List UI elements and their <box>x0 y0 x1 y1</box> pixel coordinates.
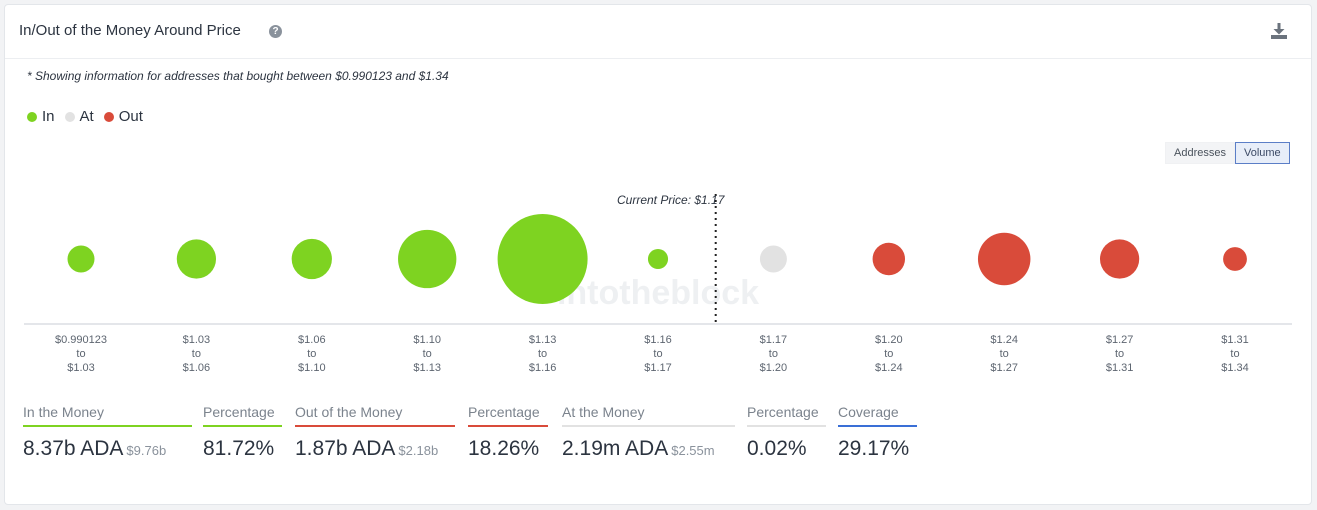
tick-label-to: $1.16 <box>529 362 557 374</box>
stat-in-percentage: Percentage 81.72% <box>203 404 282 461</box>
legend-label-out: Out <box>118 108 143 125</box>
download-icon[interactable] <box>1270 22 1288 40</box>
stat-underline <box>747 425 826 427</box>
range-note: * Showing information for addresses that… <box>27 69 449 83</box>
tick-label-to: $1.24 <box>875 362 903 374</box>
bubble-at <box>759 245 787 273</box>
legend-label-at: At <box>79 108 94 125</box>
tick-label-from: $1.03 <box>183 334 211 346</box>
stat-underline <box>295 425 455 427</box>
stat-at-the-money: At the Money 2.19m ADA $2.55m <box>562 404 735 461</box>
stat-label: Percentage <box>468 404 540 420</box>
tick-label-to-word: to <box>538 348 547 360</box>
legend-dot-at <box>64 111 75 122</box>
tick-label-to: $1.27 <box>990 362 1018 374</box>
tick-label-to: $1.13 <box>413 362 441 374</box>
bubble-in <box>497 214 588 304</box>
bubble-in <box>176 239 217 279</box>
stat-out-of-the-money: Out of the Money 1.87b ADA $2.18b <box>295 404 455 461</box>
tick-label-to: $1.06 <box>183 362 211 374</box>
toggle-addresses-button[interactable]: Addresses <box>1165 142 1235 164</box>
tick-label-from: $1.20 <box>875 334 903 346</box>
question-icon[interactable]: ? <box>269 25 282 38</box>
tick-label-to-word: to <box>1230 348 1239 360</box>
stat-value: 0.02% <box>747 437 807 460</box>
bubble-out <box>1099 239 1140 279</box>
bubble-in <box>647 248 669 270</box>
tick-label-from: $1.10 <box>413 334 441 346</box>
tick-label-to: $1.20 <box>760 362 788 374</box>
stat-label: Percentage <box>203 404 275 420</box>
stat-label: In the Money <box>23 404 104 420</box>
tick-label-to-word: to <box>192 348 201 360</box>
tick-label-to: $1.10 <box>298 362 326 374</box>
stat-label: Out of the Money <box>295 404 403 420</box>
stat-underline <box>838 425 917 427</box>
stat-underline <box>562 425 735 427</box>
toggle-volume-button[interactable]: Volume <box>1234 142 1290 164</box>
bubble-out <box>977 232 1031 286</box>
bubble-out <box>872 242 906 276</box>
card-title: In/Out of the Money Around Price <box>19 22 241 39</box>
tick-label-from: $1.31 <box>1221 334 1249 346</box>
current-price-label: Current Price: $1.17 <box>617 193 726 207</box>
tick-label-to-word: to <box>1000 348 1009 360</box>
tick-label-from: $0.990123 <box>55 334 107 346</box>
legend-label-in: In <box>42 108 55 125</box>
tick-label-to-word: to <box>307 348 316 360</box>
stat-underline <box>468 425 548 427</box>
tick-label-to: $1.31 <box>1106 362 1134 374</box>
stat-in-the-money: In the Money 8.37b ADA $9.76b <box>23 404 192 461</box>
tick-label-from: $1.13 <box>529 334 557 346</box>
tick-label-to-word: to <box>653 348 662 360</box>
tick-label-from: $1.24 <box>990 334 1018 346</box>
stat-underline <box>203 425 282 427</box>
stat-out-percentage: Percentage 18.26% <box>468 404 548 461</box>
tick-label-from: $1.17 <box>760 334 788 346</box>
stat-value: 81.72% <box>203 437 275 460</box>
bubble-in <box>291 238 332 280</box>
legend-item-in[interactable]: In <box>27 108 55 125</box>
stat-label: Percentage <box>747 404 819 420</box>
bubble-out <box>1223 247 1247 271</box>
stat-value: 1.87b ADA $2.18b <box>295 437 439 460</box>
stat-value: 18.26% <box>468 437 540 460</box>
legend-item-out[interactable]: Out <box>103 108 143 125</box>
stat-label: At the Money <box>562 404 645 420</box>
bubble-in <box>398 229 457 289</box>
tick-label-to-word: to <box>884 348 893 360</box>
bubble-in <box>67 245 95 273</box>
tick-label-to-word: to <box>423 348 432 360</box>
stat-label: Coverage <box>838 404 899 420</box>
chart-legend: In At Out <box>27 108 153 125</box>
tick-label-to-word: to <box>1115 348 1124 360</box>
watermark: intotheblock <box>557 274 759 312</box>
tick-label-to: $1.34 <box>1221 362 1249 374</box>
card-header: In/Out of the Money Around Price ? <box>5 5 1311 59</box>
stat-value: 8.37b ADA $9.76b <box>23 437 167 460</box>
legend-dot-out <box>103 111 114 122</box>
stat-value: 29.17% <box>838 437 910 460</box>
bubble-chart: intotheblock Current Price: $1.17 $0.99012… <box>24 193 1292 374</box>
stat-at-percentage: Percentage 0.02% <box>747 404 826 461</box>
metric-toggle: Addresses Volume <box>1165 142 1290 164</box>
tick-label-from: $1.16 <box>644 334 672 346</box>
tick-label-to: $1.17 <box>644 362 672 374</box>
tick-label-from: $1.06 <box>298 334 326 346</box>
tick-label-to: $1.03 <box>67 362 95 374</box>
legend-item-at[interactable]: At <box>64 108 94 125</box>
tick-label-from: $1.27 <box>1106 334 1134 346</box>
tick-label-to-word: to <box>76 348 85 360</box>
tick-label-to-word: to <box>769 348 778 360</box>
stat-coverage: Coverage 29.17% <box>838 404 917 461</box>
stat-value: 2.19m ADA $2.55m <box>562 437 715 460</box>
legend-dot-in <box>27 111 37 122</box>
stat-underline <box>23 425 192 427</box>
